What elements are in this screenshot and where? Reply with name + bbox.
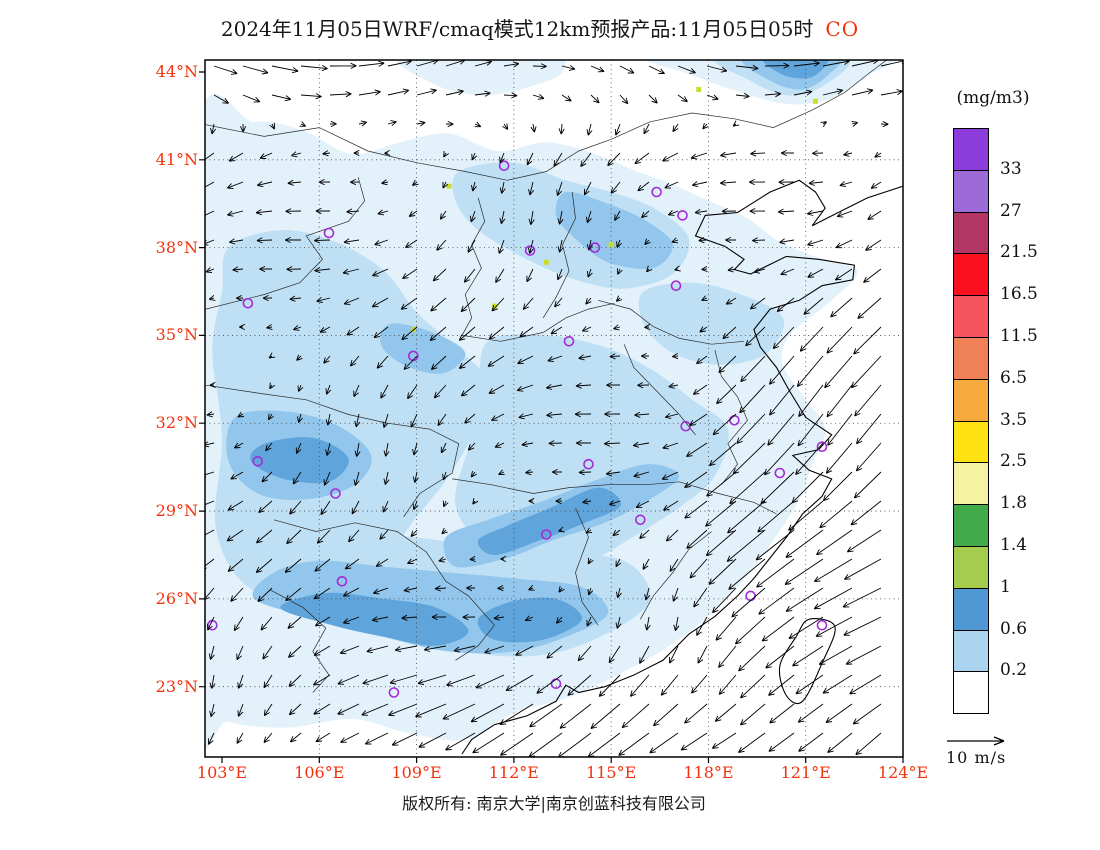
city-marker (540, 529, 552, 540)
city-marker (651, 186, 662, 198)
legend-tick-label: 33 (1000, 158, 1022, 179)
wind-reference: 10 m/s (944, 733, 1064, 767)
city-marker (524, 245, 536, 256)
city-marker (670, 280, 682, 291)
city-markers-layer (206, 160, 828, 698)
concentration-shading-layer (205, 60, 894, 749)
city-marker (634, 514, 646, 526)
city-marker (336, 575, 348, 587)
wind-arrows-layer (205, 60, 903, 757)
china-coastline (461, 179, 903, 755)
city-marker (680, 420, 692, 432)
chart-title: 2024年11月05日WRF/cmaq模式12km预报产品:11月05日05时 C… (140, 13, 940, 42)
taiwan-island-outline (778, 618, 836, 705)
legend-color-segment (953, 211, 989, 255)
lon-tick-label: 103°E (196, 763, 248, 782)
legend-color-segment (953, 128, 989, 171)
province-boundaries-layer (205, 60, 888, 693)
copyright-footer: 版权所有: 南京大学|南京创蓝科技有限公司 (402, 794, 706, 813)
city-marker (816, 441, 828, 453)
city-marker (330, 488, 341, 499)
legend-tick-label: 1.8 (1000, 493, 1028, 514)
lon-tick-label: 115°E (586, 763, 637, 782)
city-marker (498, 160, 510, 171)
wind-reference-arrow-icon (947, 736, 1005, 746)
lat-tick-label: 26°N (155, 588, 198, 608)
chart-title-text: 2024年11月05日WRF/cmaq模式12km预报产品:11月05日05时 (220, 17, 814, 41)
legend-tick-label: 1 (1000, 576, 1011, 597)
city-marker (242, 297, 254, 309)
lat-tick-label: 35°N (155, 325, 198, 345)
legend-tick-label: 6.5 (1000, 367, 1028, 388)
city-marker (677, 210, 688, 221)
legend-color-segment (953, 671, 989, 715)
city-marker (323, 227, 335, 239)
legend-tick-label: 11.5 (1000, 326, 1038, 346)
lon-tick-label: 106°E (294, 763, 345, 782)
city-marker (774, 467, 786, 479)
legend-tick-label: 3.5 (1000, 409, 1028, 430)
species-label: CO (825, 17, 860, 41)
legend-color-segment (953, 337, 989, 380)
lat-tick-label: 32°N (155, 413, 198, 433)
city-hotspot (812, 98, 818, 104)
lon-tick-label: 121°E (780, 763, 831, 782)
city-hotspot (608, 242, 614, 248)
coastline-layer (461, 179, 903, 755)
lat-tick-label: 29°N (155, 501, 198, 521)
city-marker (388, 687, 400, 698)
legend-color-segment (953, 629, 989, 673)
legend-color-segment (953, 253, 989, 297)
legend-color-segment (953, 587, 989, 631)
legend-color-segment (953, 504, 989, 547)
lon-tick-label: 109°E (391, 763, 442, 782)
legend-color-segment (953, 378, 989, 422)
lat-tick-label: 38°N (155, 237, 198, 257)
city-hotspot (446, 183, 452, 189)
legend-color-segment (953, 462, 989, 506)
city-marker (816, 619, 828, 631)
city-marker (583, 458, 594, 470)
city-marker (252, 455, 263, 467)
legend-color-segment (953, 295, 989, 338)
legend-tick-label: 21.5 (1000, 242, 1038, 263)
legend-tick-label: 16.5 (1000, 284, 1038, 305)
lat-tick-label: 41°N (155, 149, 198, 169)
axis-ticks (199, 71, 904, 763)
legend-tick-label: 0.2 (1000, 660, 1028, 681)
legend-color-segment (953, 420, 989, 464)
wind-reference-label: 10 m/s (946, 748, 1007, 767)
lon-tick-label: 124°E (877, 763, 929, 782)
legend-color-segment (953, 546, 989, 589)
city-hotspot (491, 303, 497, 309)
legend-tick-label: 0.6 (1000, 618, 1028, 639)
city-marker (745, 590, 756, 602)
wind-arrows (205, 60, 903, 757)
lat-tick-label: 23°N (155, 676, 198, 696)
legend-color-segment (953, 169, 989, 213)
lat-tick-label: 44°N (155, 62, 198, 81)
forecast-map (199, 59, 904, 763)
legend-tick-label: 27 (1000, 200, 1022, 221)
map-frame (204, 59, 904, 758)
city-hotspot (696, 87, 702, 93)
lon-tick-label: 112°E (488, 763, 539, 782)
city-marker (563, 335, 575, 347)
legend-tick-label: 1.4 (1000, 535, 1028, 555)
lon-tick-label: 118°E (683, 763, 734, 782)
city-hotspot (543, 259, 549, 265)
legend-units-label: (mg/m3) (956, 88, 1030, 108)
colorbar-legend: 33 27 21.5 16.5 11.5 6.5 3.5 2.5 1.8 1.4 1 0.6 0.2 (953, 128, 1073, 728)
grid-layer (205, 60, 903, 757)
legend-tick-label: 2.5 (1000, 451, 1028, 472)
